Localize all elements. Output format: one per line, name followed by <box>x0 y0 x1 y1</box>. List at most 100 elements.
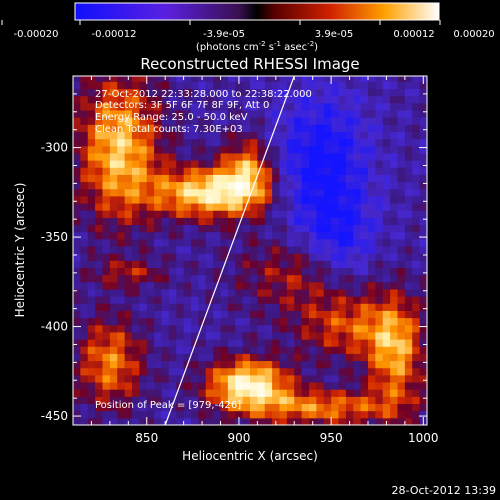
heatmap-cell <box>309 231 317 240</box>
heatmap-cell <box>168 331 177 340</box>
colorbar: -0.00020 -0.00012 -3.9e-05 3.9e-05 0.00012 0.… <box>1 2 495 53</box>
heatmap-cell <box>301 331 310 340</box>
heatmap-cell <box>132 131 140 140</box>
heatmap-cell <box>390 267 398 276</box>
heatmap-cell <box>353 296 362 304</box>
heatmap-cell <box>397 267 406 276</box>
heatmap-cell <box>375 152 384 161</box>
heatmap-cell <box>368 324 376 333</box>
heatmap-cell <box>382 288 391 297</box>
heatmap-cell <box>309 288 317 297</box>
heatmap-cell <box>294 217 303 226</box>
heatmap-cell <box>390 339 398 347</box>
heatmap-cell <box>360 88 369 97</box>
heatmap-cell <box>368 339 376 347</box>
heatmap-cell <box>109 353 118 362</box>
heatmap-cell <box>375 88 384 97</box>
heatmap-cell <box>191 160 199 168</box>
heatmap-cell <box>375 339 384 347</box>
heatmap-cell <box>109 396 118 405</box>
heatmap-cell <box>419 281 427 290</box>
heatmap-cell <box>294 224 303 233</box>
heatmap-cell <box>338 346 347 354</box>
heatmap-cell <box>205 117 214 125</box>
heatmap-cell <box>382 374 391 383</box>
heatmap-cell <box>272 374 280 383</box>
heatmap-cell <box>191 224 199 233</box>
heatmap-cell <box>80 353 89 362</box>
heatmap-cell <box>132 246 140 254</box>
heatmap-cell <box>419 81 427 90</box>
heatmap-cell <box>309 81 317 90</box>
heatmap-cell <box>294 403 303 412</box>
heatmap-cell <box>390 167 398 175</box>
heatmap-cell <box>168 124 177 132</box>
heatmap-cell <box>80 346 89 354</box>
heatmap-cell <box>382 217 391 226</box>
heatmap-cell <box>419 167 427 175</box>
heatmap-cell <box>279 410 288 419</box>
heatmap-cell <box>257 95 266 104</box>
heatmap-cell <box>95 374 103 383</box>
heatmap-cell <box>235 281 244 290</box>
heatmap-cell <box>382 174 391 183</box>
heatmap-cell <box>368 81 376 90</box>
heatmap-cell <box>161 167 170 175</box>
heatmap-cell <box>242 210 251 218</box>
heatmap-cell <box>73 167 81 175</box>
heatmap-cell <box>146 281 155 290</box>
heatmap-cell <box>382 195 391 204</box>
heatmap-cell <box>360 145 369 154</box>
heatmap-cell <box>353 181 362 190</box>
heatmap-cell <box>168 203 177 211</box>
heatmap-cell <box>412 353 421 362</box>
heatmap-cell <box>397 346 406 354</box>
heatmap-cell <box>80 217 89 226</box>
heatmap-cell <box>161 274 170 283</box>
heatmap-cell <box>176 331 185 340</box>
heatmap-cell <box>80 317 89 326</box>
heatmap-cell <box>73 188 81 197</box>
heatmap-cell <box>286 117 295 125</box>
heatmap-cell <box>250 360 258 369</box>
heatmap-cell <box>73 102 81 111</box>
heatmap-cell <box>412 281 421 290</box>
heatmap-cell <box>353 260 362 269</box>
heatmap-cell <box>257 253 266 261</box>
heatmap-cell <box>242 310 251 319</box>
heatmap-cell <box>301 174 310 183</box>
heatmap-cell <box>146 124 155 132</box>
heatmap-cell <box>139 410 148 419</box>
heatmap-cell <box>250 160 258 168</box>
heatmap-cell <box>272 117 280 125</box>
heatmap-cell <box>124 88 133 97</box>
heatmap-cell <box>183 231 192 240</box>
heatmap-cell <box>154 174 162 183</box>
heatmap-cell <box>331 246 339 254</box>
heatmap-cell <box>316 260 325 269</box>
x-tick-label: 900 <box>227 431 250 445</box>
heatmap-cell <box>368 131 376 140</box>
heatmap-cell <box>139 152 148 161</box>
heatmap-cell <box>161 360 170 369</box>
heatmap-cell <box>286 260 295 269</box>
heatmap-cell <box>345 203 354 211</box>
heatmap-cell <box>132 403 140 412</box>
heatmap-cell <box>375 331 384 340</box>
heatmap-cell <box>279 353 288 362</box>
heatmap-cell <box>168 317 177 326</box>
heatmap-cell <box>87 181 96 190</box>
heatmap-cell <box>176 224 185 233</box>
heatmap-cell <box>132 260 140 269</box>
heatmap-cell <box>338 260 347 269</box>
heatmap-cell <box>124 288 133 297</box>
heatmap-cell <box>279 231 288 240</box>
heatmap-cell <box>353 224 362 233</box>
heatmap-cell <box>191 382 199 390</box>
heatmap-cell <box>87 188 96 197</box>
heatmap-cell <box>132 224 140 233</box>
heatmap-cell <box>375 281 384 290</box>
heatmap-cell <box>87 174 96 183</box>
heatmap-cell <box>360 267 369 276</box>
heatmap-cell <box>73 296 81 304</box>
